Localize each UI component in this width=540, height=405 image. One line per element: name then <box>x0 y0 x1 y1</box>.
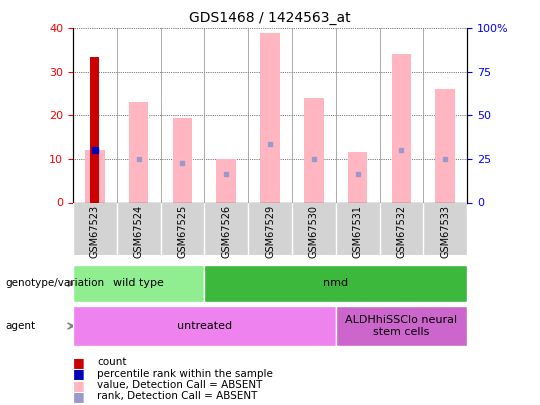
Bar <box>90 57 99 202</box>
Text: genotype/variation: genotype/variation <box>5 279 105 288</box>
Bar <box>392 54 411 202</box>
Text: GSM67531: GSM67531 <box>353 205 362 258</box>
Text: nmd: nmd <box>323 279 348 288</box>
Bar <box>348 152 367 202</box>
Text: ■: ■ <box>73 379 85 392</box>
Text: wild type: wild type <box>113 279 164 288</box>
Text: GSM67529: GSM67529 <box>265 205 275 258</box>
Text: GSM67524: GSM67524 <box>133 205 144 258</box>
Bar <box>435 90 455 202</box>
Text: GSM67533: GSM67533 <box>440 205 450 258</box>
Text: GSM67523: GSM67523 <box>90 205 100 258</box>
Title: GDS1468 / 1424563_at: GDS1468 / 1424563_at <box>189 11 351 25</box>
Text: ■: ■ <box>73 356 85 369</box>
Bar <box>217 159 236 202</box>
Text: untreated: untreated <box>177 321 232 331</box>
Text: GSM67530: GSM67530 <box>309 205 319 258</box>
Bar <box>73 306 336 346</box>
Text: agent: agent <box>5 321 36 331</box>
Text: count: count <box>97 358 127 367</box>
Text: GSM67525: GSM67525 <box>178 205 187 258</box>
Text: rank, Detection Call = ABSENT: rank, Detection Call = ABSENT <box>97 392 258 401</box>
Text: GSM67526: GSM67526 <box>221 205 231 258</box>
Bar <box>336 306 467 346</box>
Text: GSM67532: GSM67532 <box>396 205 407 258</box>
Text: percentile rank within the sample: percentile rank within the sample <box>97 369 273 379</box>
Text: ALDHhiSSClo neural
stem cells: ALDHhiSSClo neural stem cells <box>346 315 457 337</box>
Text: ■: ■ <box>73 390 85 403</box>
Bar <box>260 33 280 202</box>
Bar <box>73 265 204 302</box>
Text: value, Detection Call = ABSENT: value, Detection Call = ABSENT <box>97 380 262 390</box>
Text: ■: ■ <box>73 367 85 380</box>
Bar <box>173 117 192 202</box>
Bar <box>129 102 148 202</box>
Bar <box>304 98 323 202</box>
Bar <box>204 265 467 302</box>
Bar <box>85 150 105 202</box>
